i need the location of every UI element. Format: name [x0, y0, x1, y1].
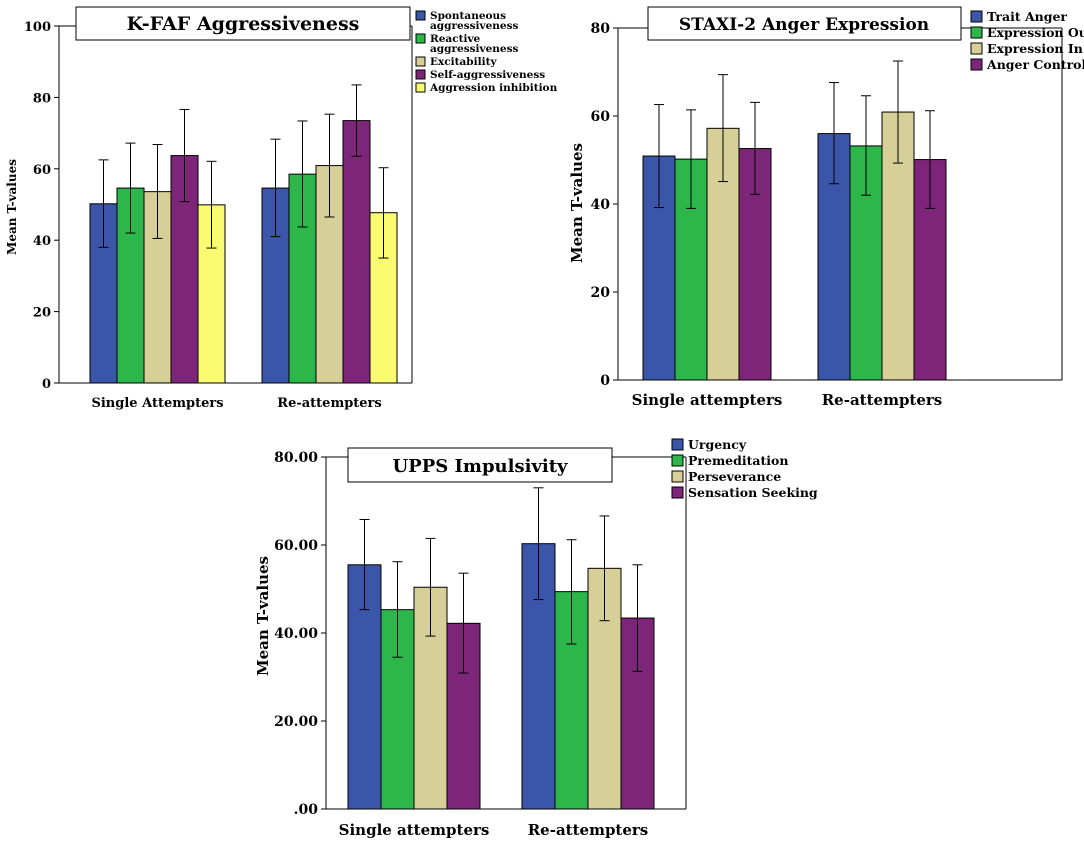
kfaf-legend: SpontaneousaggressivenessReactiveaggress…	[415, 10, 558, 94]
staxi-legend-swatch	[970, 26, 983, 39]
staxi-category-label: Single attempters	[632, 391, 783, 409]
upps-y-ticks: .00 20.00 40.00 60.00 80.00	[274, 450, 326, 818]
upps-title: UPPS Impulsivity	[392, 456, 568, 477]
upps-legend-swatch	[671, 454, 684, 467]
staxi-legend-swatch	[970, 10, 983, 23]
staxi-y-tick-label: 60	[591, 109, 611, 125]
staxi-legend-label: Anger Control	[986, 57, 1084, 72]
upps-legend-swatch	[671, 470, 684, 483]
kfaf-legend-label: Excitability	[430, 56, 497, 68]
kfaf-legend-swatch	[415, 69, 426, 80]
upps-y-tick-label: .00	[294, 802, 319, 818]
upps-legend: UrgencyPremeditationPerseveranceSensatio…	[671, 437, 818, 500]
kfaf-legend-label: Spontaneous	[430, 10, 506, 22]
staxi-legend-label: Trait Anger	[987, 9, 1067, 24]
kfaf-categories: Single Attempters Re-attempters	[91, 396, 381, 411]
kfaf-legend-label: Reactive	[430, 33, 481, 45]
kfaf-bar	[342, 120, 371, 384]
kfaf-y-tick-label: 100	[24, 20, 51, 35]
upps-legend-label: Perseverance	[688, 469, 781, 484]
staxi-legend-label: Expression In	[987, 41, 1083, 56]
staxi-legend-swatch	[970, 58, 983, 71]
kfaf-category-label: Single Attempters	[91, 396, 223, 411]
upps-error-bars	[359, 487, 643, 674]
staxi-y-tick-label: 40	[591, 197, 611, 213]
upps-y-tick-label: 40.00	[274, 626, 318, 642]
staxi-chart: Mean T-values 0 20 40 60 80 Single attempter…	[568, 6, 1084, 409]
kfaf-bars	[89, 120, 398, 384]
kfaf-legend-label: aggressiveness	[430, 20, 519, 32]
kfaf-ylabel: Mean T-values	[5, 159, 19, 255]
staxi-y-ticks: 0 20 40 60 80	[591, 21, 618, 389]
upps-y-tick-label: 20.00	[274, 714, 318, 730]
upps-legend-label: Sensation Seeking	[688, 485, 818, 500]
kfaf-legend-swatch	[415, 33, 426, 44]
kfaf-legend-swatch	[415, 10, 426, 21]
staxi-legend-swatch	[970, 42, 983, 55]
staxi-bars	[642, 111, 947, 381]
kfaf-title-box	[75, 6, 411, 41]
upps-category-label: Re-attempters	[528, 821, 649, 839]
kfaf-bar	[197, 204, 226, 384]
kfaf-category-label: Re-attempters	[277, 396, 381, 411]
staxi-y-tick-label: 0	[600, 373, 610, 389]
upps-bars	[347, 543, 655, 810]
kfaf-y-tick-label: 60	[33, 163, 51, 178]
staxi-legend-label: Expression Out	[987, 25, 1084, 40]
kfaf-y-tick-label: 0	[42, 377, 51, 392]
kfaf-chart: Mean T-values 0 20 40 60 80 100 Single Attemp…	[5, 6, 558, 411]
staxi-categories: Single attempters Re-attempters	[632, 391, 943, 409]
staxi-y-tick-label: 80	[591, 21, 611, 37]
kfaf-legend-label: Aggression inhibition	[429, 82, 558, 94]
upps-legend-swatch	[671, 486, 684, 499]
kfaf-title: K-FAF Aggressiveness	[127, 13, 360, 35]
staxi-error-bars	[654, 60, 935, 209]
kfaf-legend-swatch	[415, 56, 426, 67]
upps-y-tick-label: 60.00	[274, 538, 318, 554]
upps-legend-label: Urgency	[688, 437, 747, 452]
staxi-category-label: Re-attempters	[822, 391, 943, 409]
kfaf-legend-label: aggressiveness	[430, 43, 519, 55]
kfaf-bar	[116, 187, 145, 384]
staxi-y-tick-label: 20	[591, 285, 611, 301]
kfaf-y-ticks: 0 20 40 60 80 100	[24, 20, 59, 392]
upps-categories: Single attempters Re-attempters	[339, 821, 649, 839]
upps-category-label: Single attempters	[339, 821, 490, 839]
kfaf-y-tick-label: 80	[33, 91, 51, 106]
kfaf-legend-swatch	[415, 82, 426, 93]
kfaf-y-tick-label: 40	[33, 234, 51, 249]
staxi-ylabel: Mean T-values	[568, 143, 586, 263]
staxi-title-box	[647, 6, 962, 41]
kfaf-error-bars	[98, 84, 389, 259]
upps-y-tick-label: 80.00	[274, 450, 318, 466]
upps-legend-swatch	[671, 438, 684, 451]
upps-ylabel: Mean T-values	[254, 556, 272, 676]
upps-legend-label: Premeditation	[688, 453, 788, 468]
kfaf-legend-label: Self-aggressiveness	[430, 69, 545, 81]
upps-chart: Mean T-values .00 20.00 40.00 60.00 80.00 Si…	[254, 437, 818, 839]
staxi-title: STAXI-2 Anger Expression	[679, 15, 929, 35]
kfaf-y-tick-label: 20	[33, 306, 51, 321]
upps-title-box	[347, 447, 613, 483]
